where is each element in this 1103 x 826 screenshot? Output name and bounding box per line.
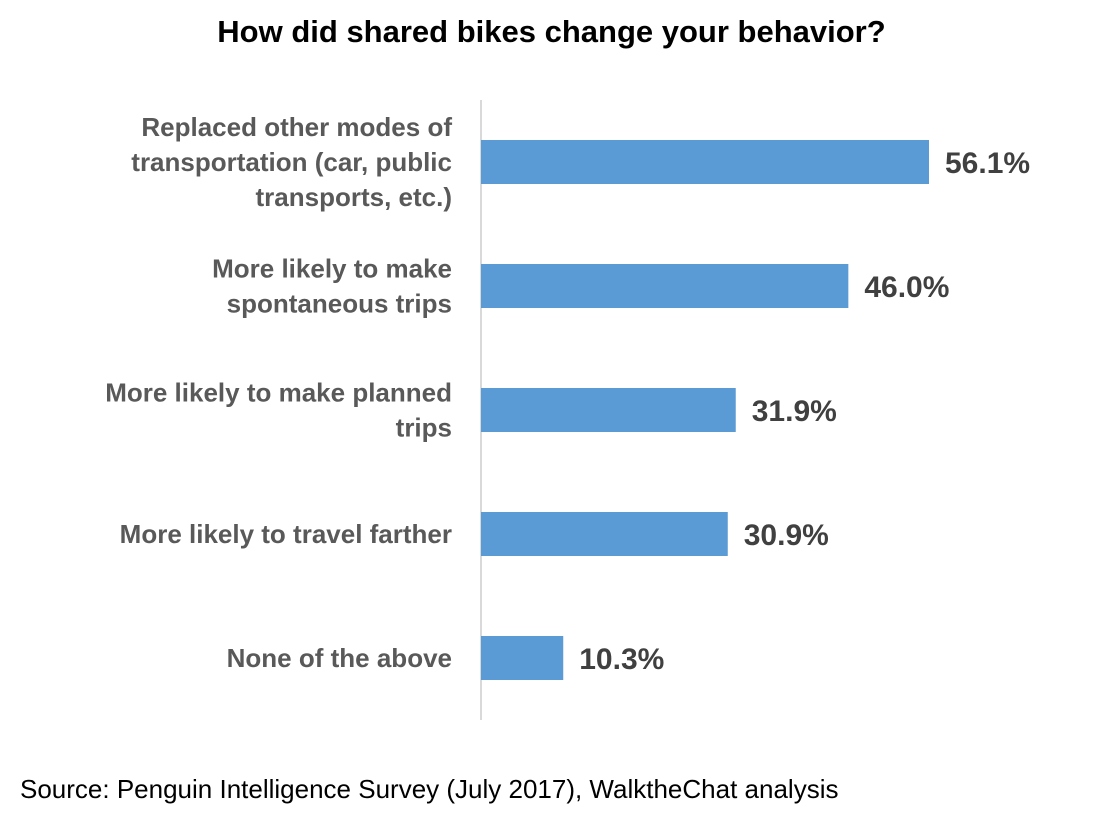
category-label: transportation (car, public: [131, 147, 452, 177]
category-label: Replaced other modes of: [141, 112, 452, 142]
category-label: spontaneous trips: [227, 289, 452, 319]
category-label: More likely to make planned: [105, 378, 452, 408]
category-label: trips: [396, 413, 452, 443]
category-label: More likely to travel farther: [120, 519, 452, 549]
value-label: 10.3%: [579, 643, 664, 676]
value-label: 46.0%: [864, 271, 949, 304]
category-label: More likely to make: [212, 254, 452, 284]
chart-title: How did shared bikes change your behavio…: [217, 14, 886, 49]
value-label: 56.1%: [945, 147, 1030, 180]
value-label: 30.9%: [744, 519, 829, 552]
bar: [481, 512, 728, 556]
bar: [481, 264, 849, 308]
bar: [481, 636, 564, 680]
bar: [481, 140, 929, 184]
category-label: transports, etc.): [256, 182, 453, 212]
value-label: 31.9%: [752, 395, 837, 428]
category-label: None of the above: [227, 643, 452, 673]
source-note: Source: Penguin Intelligence Survey (Jul…: [20, 774, 839, 804]
bar: [481, 388, 736, 432]
